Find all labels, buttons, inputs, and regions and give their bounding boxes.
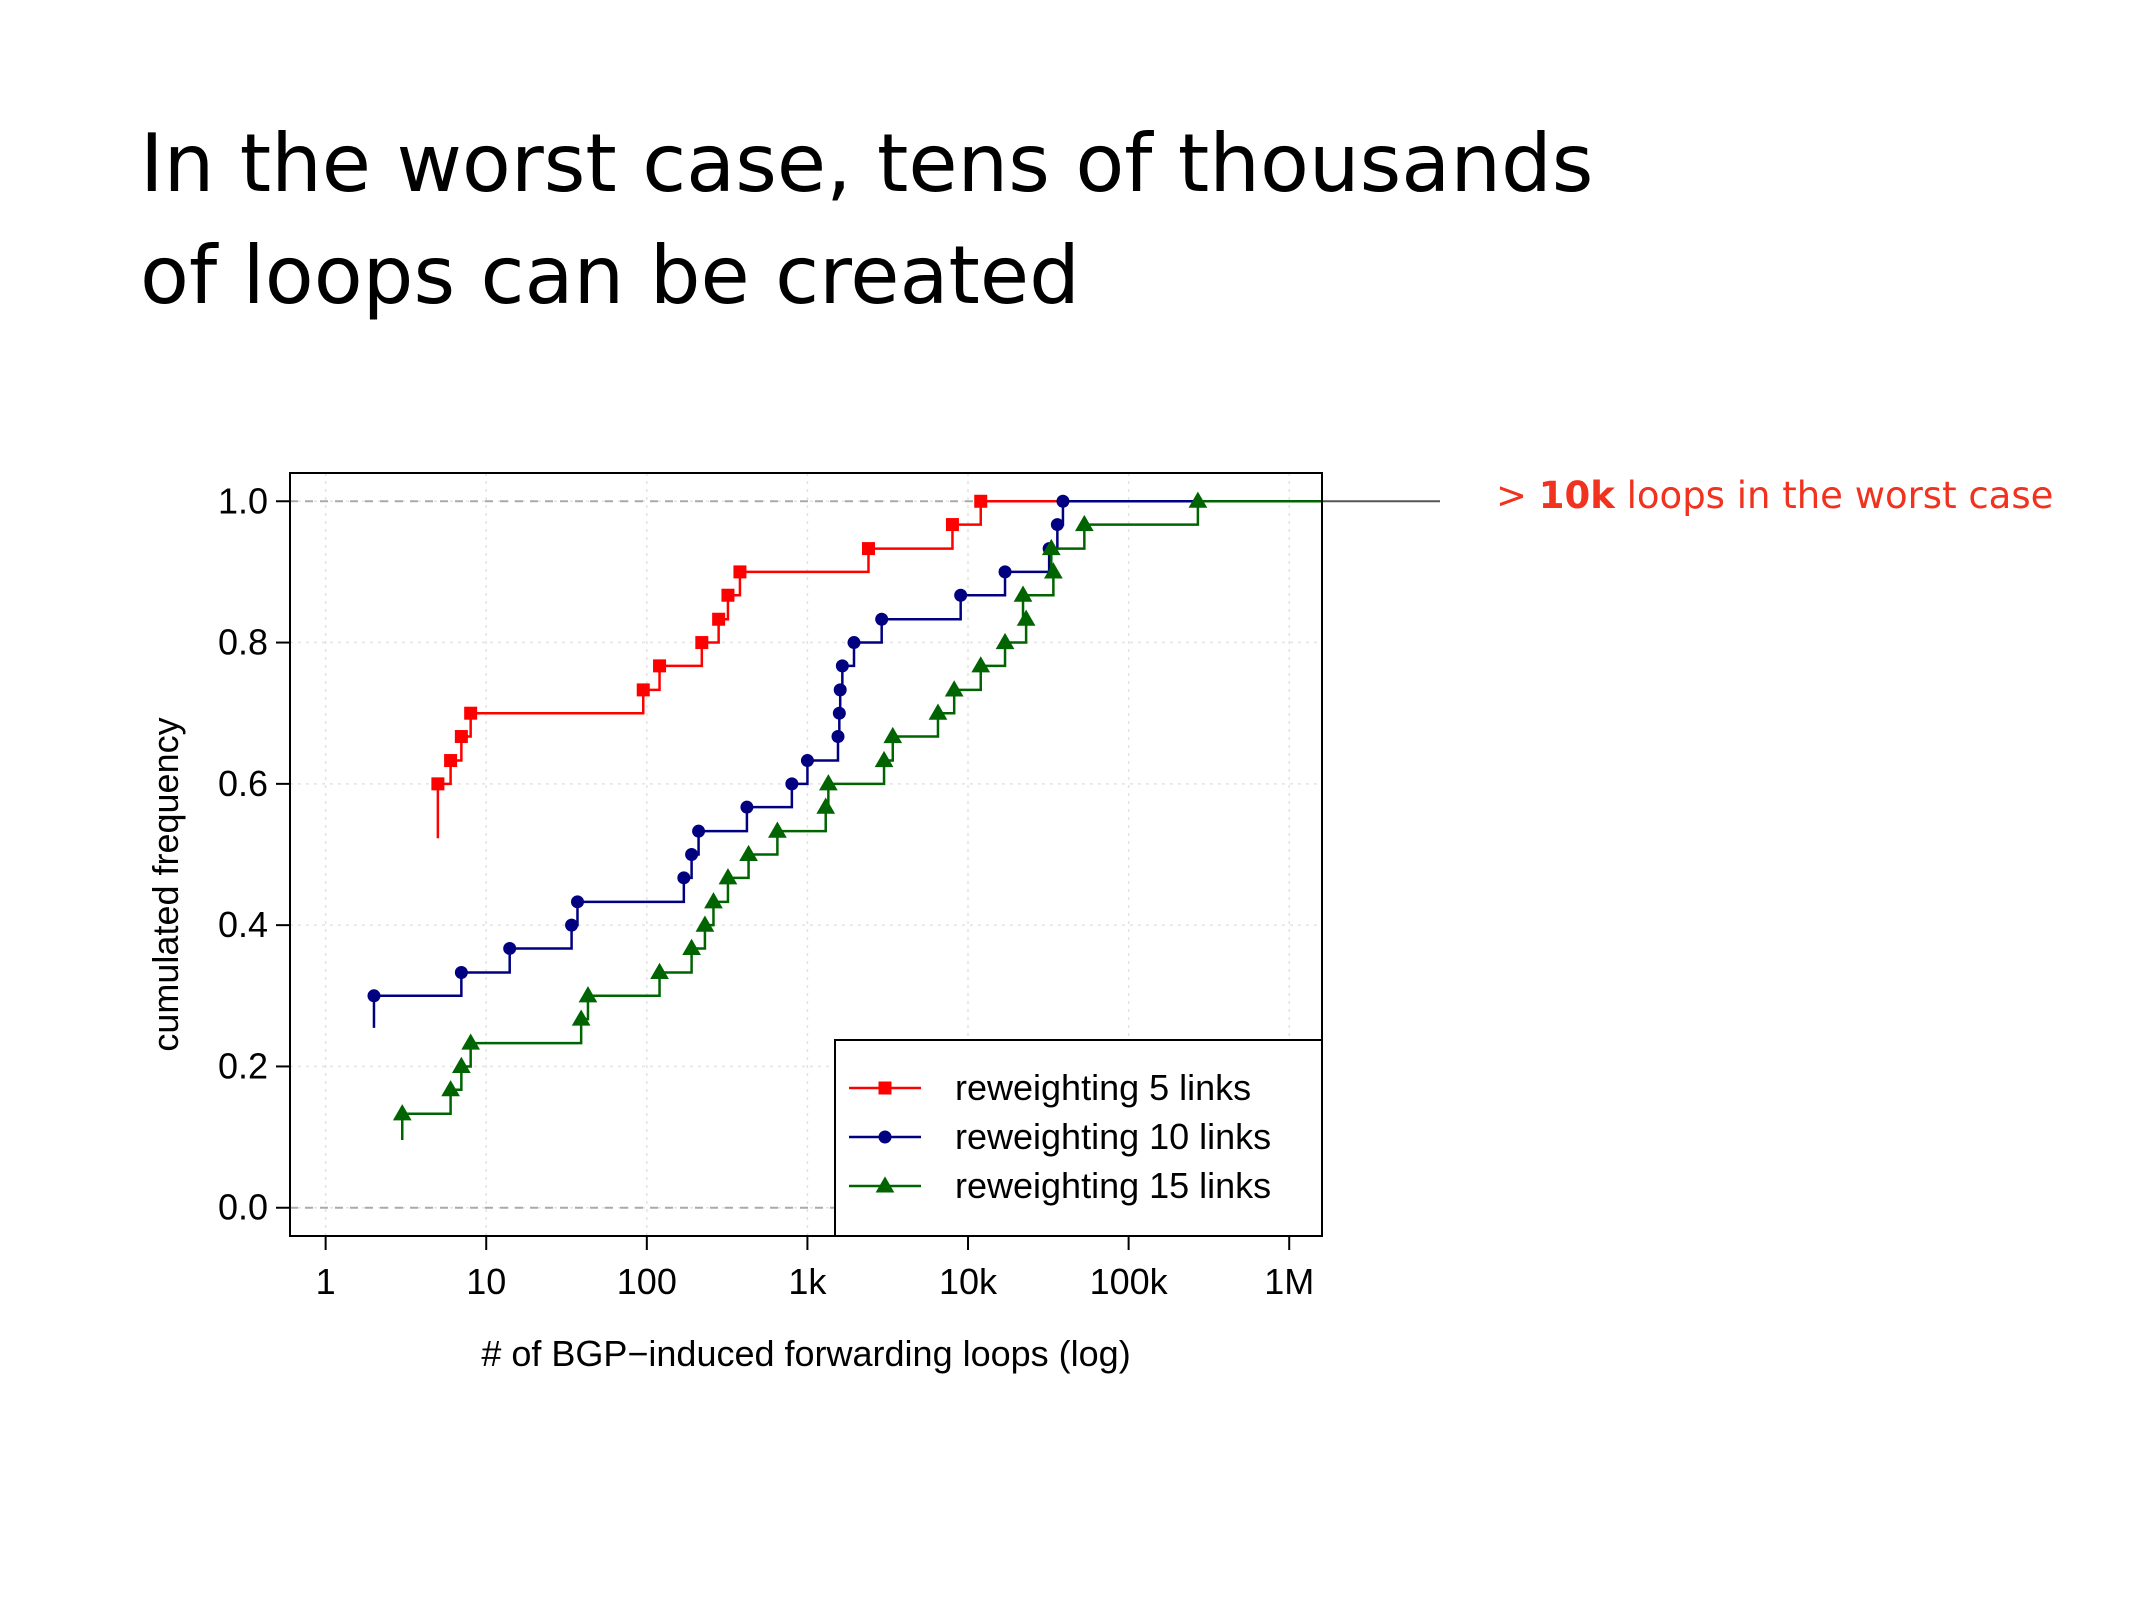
x-tick-label-0: 1 <box>316 1261 336 1302</box>
series-3-point-10 <box>718 868 738 885</box>
series-2-point-10 <box>800 754 814 768</box>
series-1-point-12 <box>974 494 988 508</box>
series-1-point-2 <box>454 730 468 744</box>
series-3-point-4 <box>571 1009 591 1026</box>
series-2-point-13 <box>833 683 847 697</box>
x-tick-label-6: 1M <box>1264 1261 1314 1302</box>
series-line-1 <box>436 500 1322 839</box>
series-3-point-5 <box>578 986 598 1003</box>
series-3-point-23 <box>1044 562 1063 579</box>
series-1-point-11 <box>945 518 959 532</box>
series-3-point-25 <box>1074 514 1094 532</box>
plot-frame <box>289 472 1323 1237</box>
series-3-point-14 <box>818 774 838 791</box>
series-2-point-8 <box>740 800 754 814</box>
series-1-point-7 <box>712 612 726 626</box>
slide-title-line-2: of loops can be created <box>140 229 1080 322</box>
series-1-point-9 <box>733 565 747 579</box>
annotation-prefix: > <box>1496 474 1539 517</box>
series-1-point-1 <box>444 754 458 768</box>
series-3-point-3 <box>461 1033 481 1050</box>
series-2-point-0 <box>367 989 381 1003</box>
worst-case-annotation: > 10k loops in the worst case <box>1496 474 2053 517</box>
series-2-point-7 <box>692 824 706 838</box>
y-axis-label: cumulated frequency <box>145 717 186 1051</box>
legend-label-3: reweighting 15 links <box>955 1165 1271 1206</box>
x-tick-label-4: 10k <box>939 1261 998 1302</box>
series-3-point-24 <box>1041 538 1061 556</box>
x-tick-label-2: 100 <box>617 1261 677 1302</box>
series-3-point-20 <box>995 632 1015 650</box>
annotation-text: loops in the worst case <box>1614 474 2054 517</box>
series-1-point-0 <box>431 777 445 791</box>
series-2-point-12 <box>832 706 846 720</box>
series-3-point-11 <box>739 844 758 862</box>
series-3-point-8 <box>695 915 715 932</box>
x-axis-label: # of BGP−induced forwarding loops (log) <box>481 1333 1130 1374</box>
series-2-point-21 <box>1056 494 1070 508</box>
series-3-point-2 <box>451 1056 471 1073</box>
series-3-point-6 <box>650 962 669 980</box>
series-2-point-16 <box>875 612 889 626</box>
series-2-point-11 <box>831 730 845 744</box>
y-tick-label-0: 0.0 <box>218 1187 268 1228</box>
series-2-point-14 <box>835 659 849 673</box>
y-tick-label-3: 0.6 <box>218 763 268 804</box>
series-3-point-12 <box>768 821 787 838</box>
series-3-point-21 <box>1016 609 1036 626</box>
series-3-point-18 <box>944 680 964 697</box>
series-2-point-9 <box>785 777 799 791</box>
series-3-point-9 <box>704 892 723 909</box>
series-1-point-5 <box>653 659 667 673</box>
series-3-point-17 <box>928 703 948 720</box>
y-tick-label-5: 1.0 <box>218 480 268 521</box>
series-1-point-3 <box>464 706 478 720</box>
series-1-point-8 <box>721 588 735 602</box>
x-tick-label-1: 10 <box>466 1261 506 1302</box>
series-2-point-1 <box>454 965 468 979</box>
series-2-point-3 <box>565 918 579 932</box>
series-3-point-22 <box>1013 585 1033 602</box>
series-2-point-2 <box>503 941 517 955</box>
series-2-point-15 <box>847 636 861 650</box>
legend-label-1: reweighting 5 links <box>955 1067 1251 1108</box>
series-3-point-0 <box>392 1104 412 1121</box>
legend-marker-3 <box>875 1176 895 1193</box>
series-2-point-18 <box>998 565 1012 579</box>
series-1-point-10 <box>861 542 875 556</box>
series-3-point-26 <box>1188 491 1208 508</box>
series-3-point-16 <box>883 726 903 744</box>
legend-marker-1 <box>878 1081 892 1095</box>
annotation-bold-value: 10k <box>1538 474 1615 517</box>
legend: reweighting 5 links reweighting 10 links r… <box>834 1039 1323 1237</box>
series-3-point-19 <box>971 656 991 673</box>
x-tick-label-5: 100k <box>1090 1261 1169 1302</box>
series-2-point-6 <box>685 848 699 861</box>
series-3-point-15 <box>874 750 894 768</box>
y-tick-label-4: 0.8 <box>218 622 268 663</box>
series-2-point-4 <box>570 895 584 909</box>
series-2-point-5 <box>677 871 691 885</box>
legend-label-2: reweighting 10 links <box>955 1116 1271 1157</box>
series-3-point-1 <box>441 1080 460 1097</box>
series-2-point-17 <box>954 588 968 602</box>
series-3-point-7 <box>682 938 701 956</box>
series-1-point-4 <box>636 683 650 697</box>
y-tick-label-2: 0.4 <box>218 904 268 945</box>
slide-title-line-1: In the worst case, tens of thousands <box>140 117 1594 210</box>
x-tick-label-3: 1k <box>788 1261 827 1302</box>
series-3-point-13 <box>816 797 836 814</box>
legend-marker-2 <box>878 1130 892 1144</box>
slide-title: In the worst case, tens of thousands of … <box>140 108 1593 332</box>
series-2-point-20 <box>1050 518 1064 532</box>
series-1-point-6 <box>695 636 709 650</box>
y-tick-label-1: 0.2 <box>218 1045 268 1086</box>
